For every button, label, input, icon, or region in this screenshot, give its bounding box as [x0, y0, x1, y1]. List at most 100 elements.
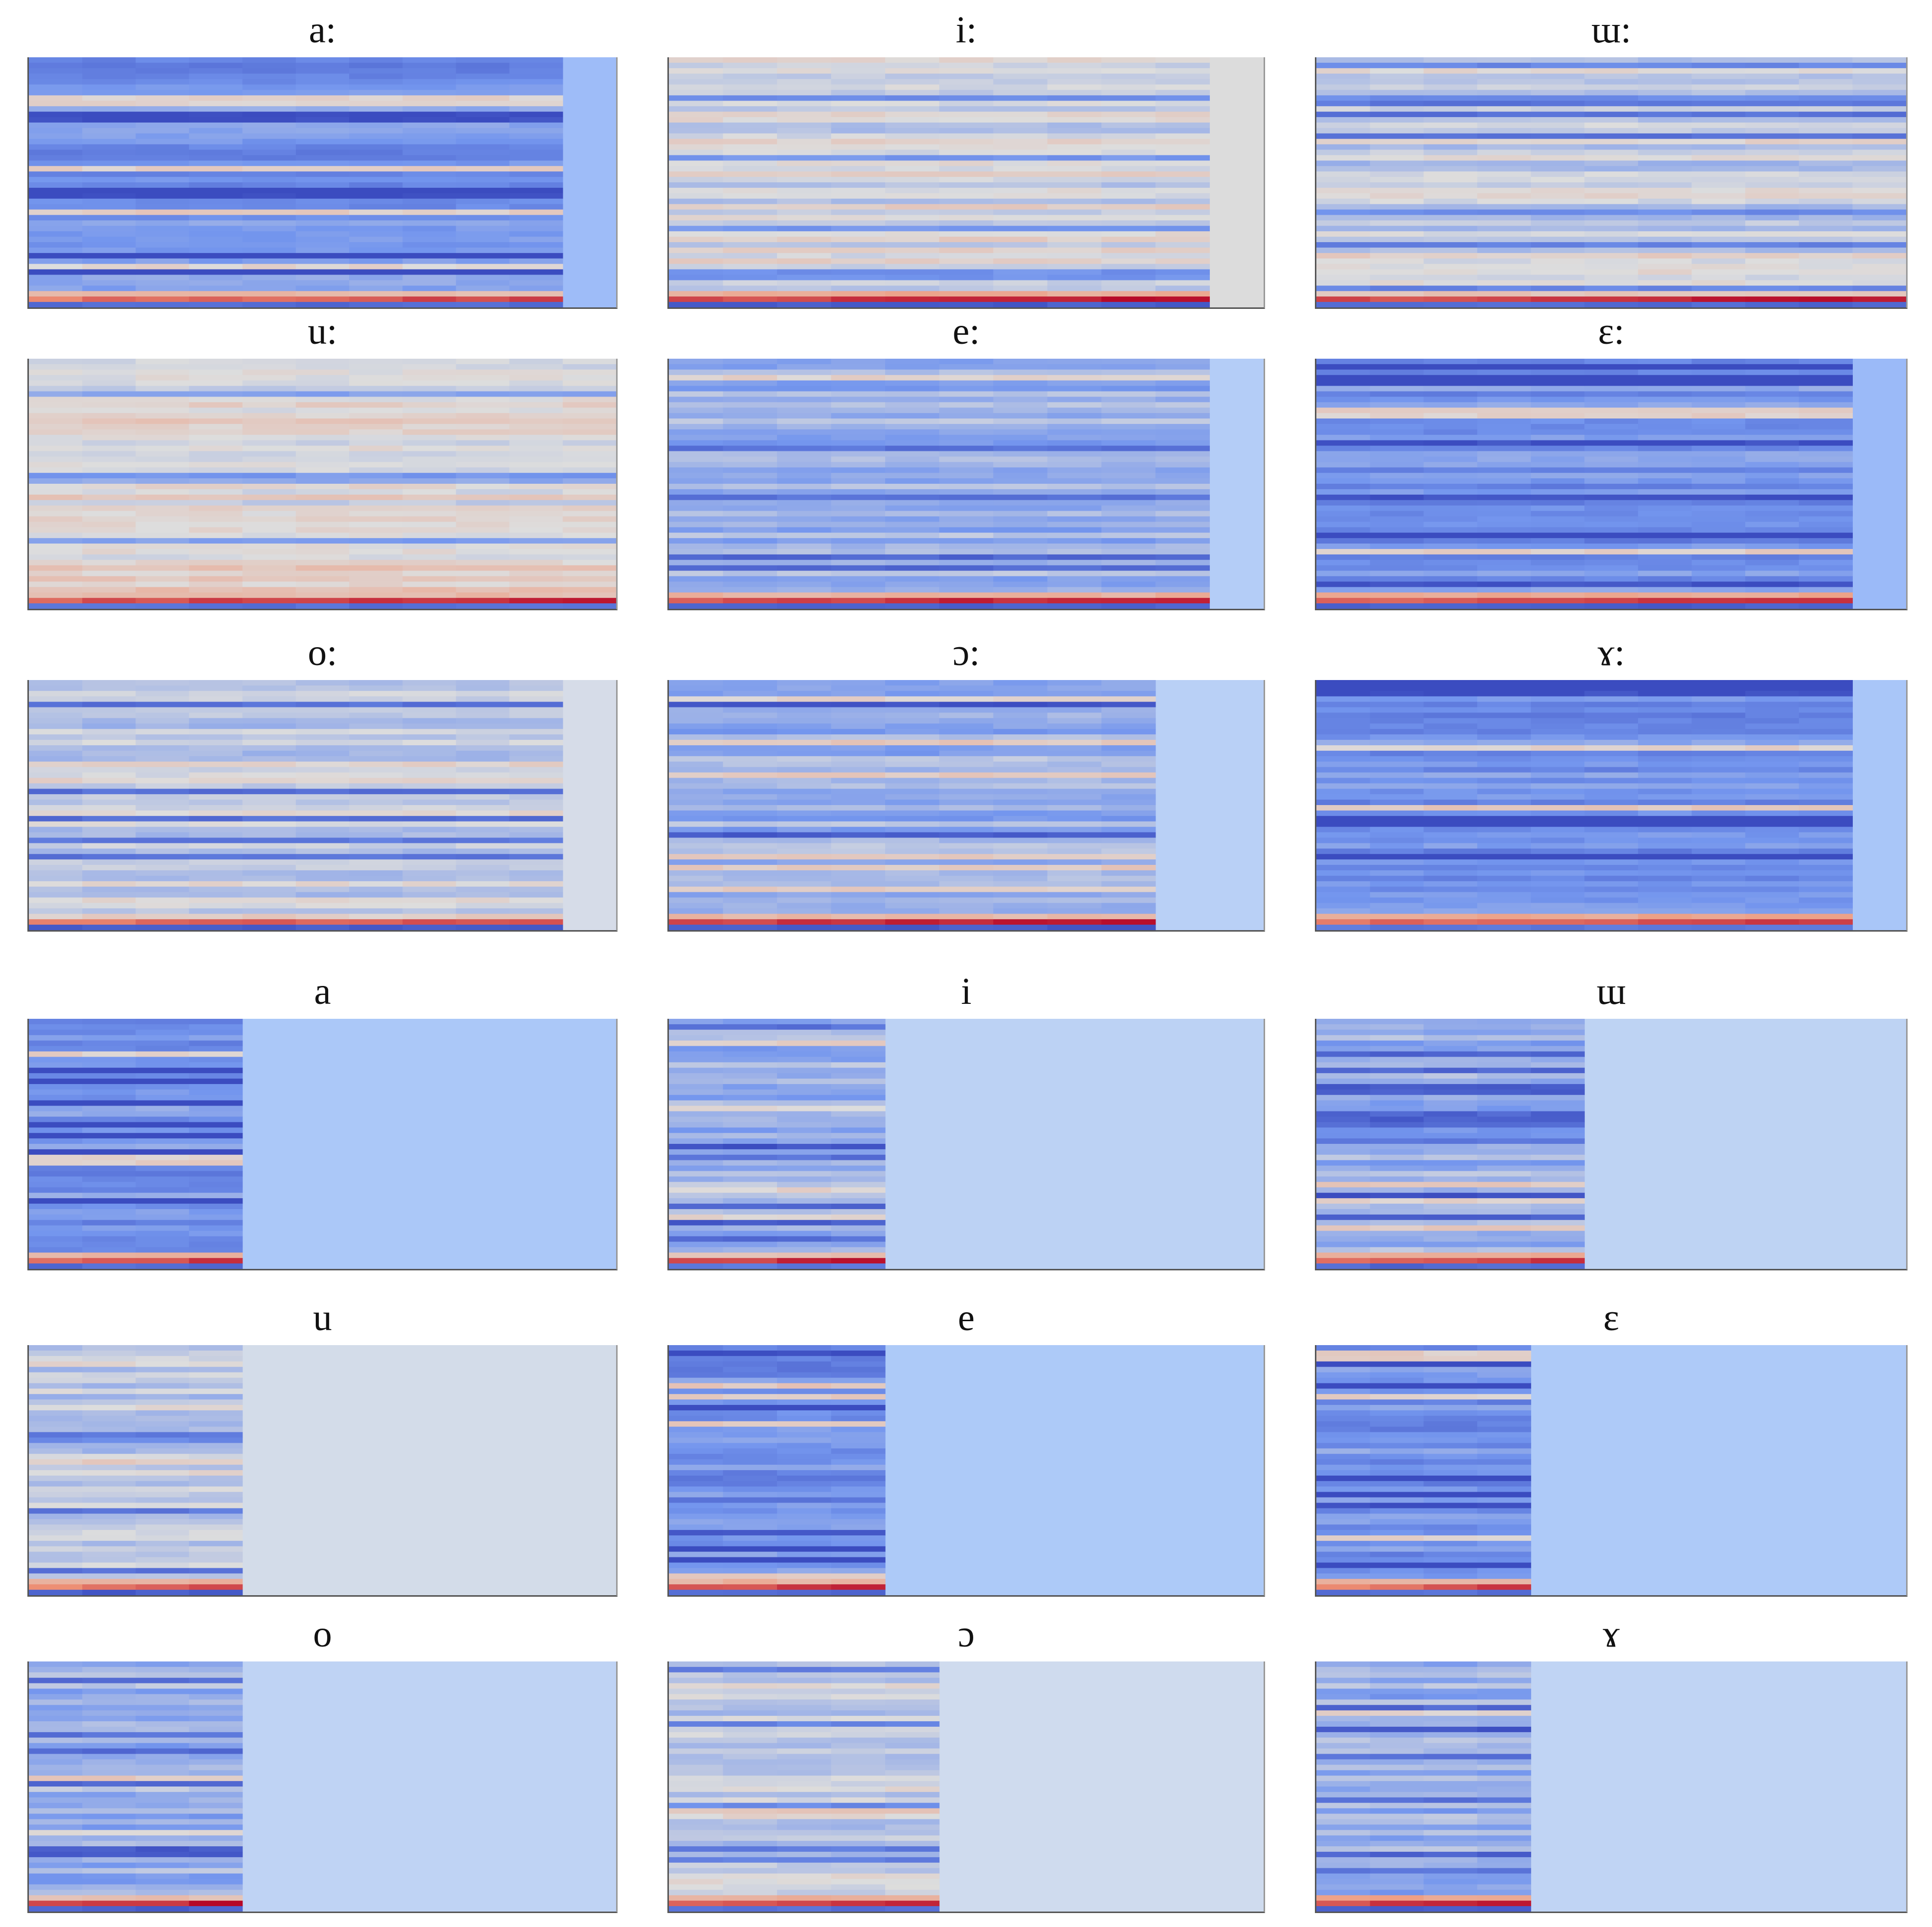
heatmap-cell — [885, 870, 940, 876]
heatmap-cell — [402, 745, 457, 751]
heatmap-cell — [1101, 696, 1156, 702]
heatmap-cell — [189, 826, 243, 833]
heatmap-cell — [1638, 397, 1692, 403]
heatmap-cell — [1155, 587, 1210, 593]
heatmap-cell — [29, 380, 83, 387]
heatmap-cell — [831, 1160, 886, 1166]
heatmap-cell — [509, 729, 563, 735]
heatmap-cell — [1370, 215, 1424, 221]
heatmap-cell — [1101, 253, 1156, 259]
heatmap-cell — [456, 538, 510, 544]
heatmap-cell — [402, 467, 457, 473]
heatmap-cell — [1691, 171, 1746, 177]
heatmap-cell — [723, 886, 777, 893]
heatmap-cell — [1155, 280, 1210, 286]
heatmap-cell — [135, 1095, 190, 1101]
heatmap-cell — [669, 478, 724, 484]
heatmap-cell — [295, 101, 350, 107]
heatmap-cell — [242, 908, 296, 914]
heatmap-cell — [1423, 467, 1478, 473]
heatmap-cell — [831, 810, 886, 817]
panel-title: e: — [952, 310, 980, 352]
heatmap-cell — [831, 892, 886, 898]
heatmap-cell — [1531, 712, 1585, 718]
heatmap-cell — [885, 467, 940, 473]
heatmap-cell — [1316, 429, 1371, 435]
heatmap-cell — [135, 402, 190, 408]
heatmap-cell — [669, 756, 724, 762]
heatmap-cell — [993, 285, 1048, 291]
heatmap-cell — [29, 800, 83, 806]
heatmap-cell — [562, 527, 616, 533]
heatmap-cell — [1584, 359, 1639, 365]
heatmap-cell — [777, 429, 832, 435]
heatmap-cell — [1638, 875, 1692, 882]
heatmap-cell — [1155, 215, 1210, 221]
heatmap-cell — [1155, 193, 1210, 199]
heatmap-cell — [456, 204, 510, 210]
heatmap-cell — [1370, 1040, 1424, 1047]
heatmap-cell — [135, 1432, 190, 1438]
heatmap-cell — [402, 772, 457, 779]
heatmap-cell — [1691, 291, 1746, 297]
heatmap-cell — [135, 1193, 190, 1199]
heatmap-cell — [777, 149, 832, 156]
heatmap-cell — [82, 253, 136, 259]
heatmap-cell — [189, 723, 243, 729]
heatmap-cell — [1316, 1122, 1371, 1128]
heatmap-cell — [1638, 112, 1692, 118]
heatmap-cell — [135, 1540, 190, 1547]
heatmap-cell — [777, 204, 832, 210]
heatmap-cell — [1799, 778, 1853, 784]
heatmap-cell — [1047, 837, 1102, 843]
heatmap-cell — [1423, 451, 1478, 457]
heatmap-cell — [135, 149, 190, 156]
heatmap-cell — [135, 1367, 190, 1373]
heatmap-cell — [1638, 101, 1692, 107]
heatmap-cell — [1638, 767, 1692, 773]
heatmap-cell — [669, 1051, 724, 1057]
heatmap-cell — [1316, 160, 1371, 166]
heatmap-cell — [885, 903, 940, 909]
heatmap-cell — [1531, 794, 1585, 800]
heatmap-cell — [509, 133, 563, 139]
heatmap-cell — [1047, 101, 1102, 107]
heatmap-cell — [562, 581, 616, 587]
heatmap-cell — [82, 440, 136, 446]
heatmap-cell — [82, 712, 136, 718]
heatmap-cell — [993, 391, 1048, 397]
heatmap-cell — [29, 767, 83, 773]
heatmap-cell — [831, 734, 886, 740]
heatmap-cell — [1745, 538, 1800, 544]
heatmap-cell — [135, 1220, 190, 1226]
heatmap-cell — [349, 160, 403, 166]
heatmap-cell — [1691, 79, 1746, 85]
heatmap-cell — [1799, 859, 1853, 865]
heatmap-cell — [939, 756, 994, 762]
heatmap-cell — [1745, 467, 1800, 473]
heatmap-cell — [885, 402, 940, 408]
heatmap-cell — [1316, 1062, 1371, 1068]
heatmap-cell — [295, 587, 350, 593]
heatmap-cell — [402, 122, 457, 129]
heatmap-cell — [723, 859, 777, 865]
heatmap-cell — [1531, 1127, 1585, 1133]
heatmap-cell — [1799, 95, 1853, 101]
heatmap-cell — [135, 1535, 190, 1541]
heatmap-cell — [1745, 897, 1800, 904]
heatmap-cell — [1691, 761, 1746, 768]
heatmap-cell — [993, 231, 1048, 237]
heatmap-cell — [295, 296, 350, 302]
heatmap-cell — [1423, 1035, 1478, 1041]
heatmap-cell — [1477, 1040, 1532, 1047]
heatmap-cell — [1745, 729, 1800, 735]
heatmap-cell — [1047, 592, 1102, 598]
heatmap-cell — [1691, 445, 1746, 452]
heatmap-cell — [993, 478, 1048, 484]
heatmap-cell — [1638, 402, 1692, 408]
heatmap-cell — [723, 734, 777, 740]
heatmap-cell — [1477, 1241, 1532, 1247]
heatmap-cell — [29, 122, 83, 129]
heatmap-cell — [1370, 505, 1424, 512]
heatmap-cell — [1477, 886, 1532, 893]
